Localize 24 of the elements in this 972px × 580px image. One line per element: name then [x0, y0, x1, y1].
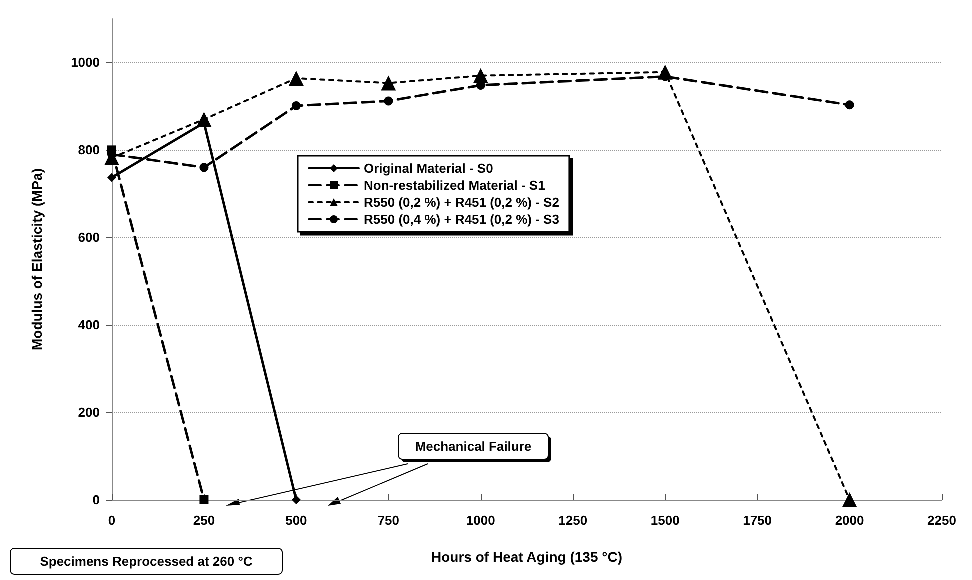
x-tick-label: 750 [378, 513, 400, 528]
x-tick-label: 1000 [466, 513, 496, 528]
x-tick-label: 2000 [835, 513, 864, 528]
legend-label: R550 (0,2 %) + R451 (0,2 %) - S2 [364, 195, 560, 210]
x-tick-label: 250 [193, 513, 216, 528]
x-tick-label: 2250 [928, 513, 956, 528]
y-axis-title: Modulus of Elasticity (MPa) [29, 168, 45, 351]
text: Specimens Reprocessed at 260 °C [40, 554, 254, 569]
annotation: Mechanical Failure [415, 439, 532, 454]
y-tick-label: 800 [78, 142, 100, 158]
x-axis-title: Hours of Heat Aging (135 °C) [432, 549, 622, 565]
x-tick-label: 0 [108, 513, 116, 528]
x-tick-label: 500 [286, 513, 308, 528]
y-tick-label: 400 [78, 318, 100, 333]
legend-label: Original Material - S0 [364, 161, 494, 176]
x-tick-label: 1250 [558, 513, 588, 528]
y-tick-label: 200 [78, 405, 100, 420]
y-tick-label: 600 [78, 230, 100, 246]
legend-label: Non-restabilized Material - S1 [364, 178, 546, 193]
y-tick-label: 0 [92, 492, 100, 508]
legend-label: R550 (0,4 %) + R451 (0,2 %) - S3 [364, 212, 560, 227]
x-tick-label: 1750 [743, 513, 772, 528]
y-tick-label: 1000 [71, 55, 100, 70]
x-tick-label: 1500 [650, 513, 680, 528]
